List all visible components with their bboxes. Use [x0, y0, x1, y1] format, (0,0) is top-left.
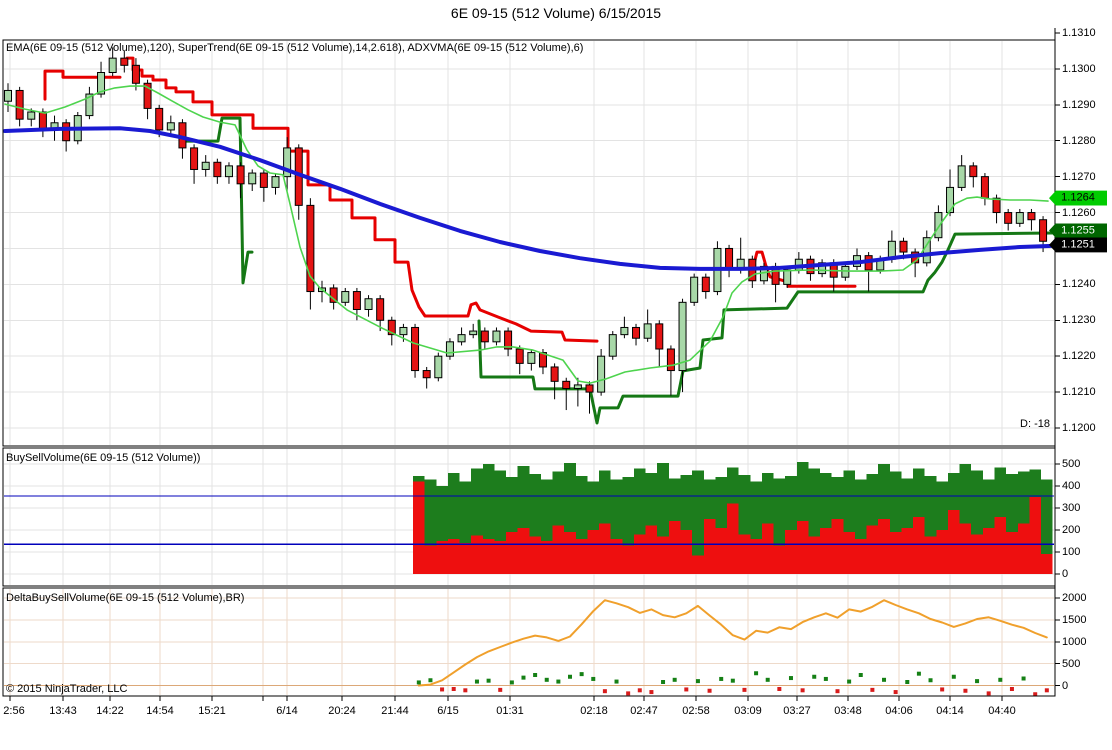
time-tick-label: 02:47: [630, 705, 658, 717]
time-tick-label: 13:43: [49, 705, 77, 717]
time-tick-label: 03:48: [834, 705, 862, 717]
main-indicator-label: EMA(6E 09-15 (512 Volume),120), SuperTre…: [6, 42, 584, 54]
price-marker-badge: 1.1255: [1049, 223, 1107, 238]
delta-tick-label: 500: [1062, 657, 1081, 670]
candlesticks: [4, 47, 1048, 414]
time-tick-label: 20:24: [328, 705, 356, 717]
time-tick-label: 02:18: [580, 705, 608, 717]
delta-tick-label: 0: [1062, 679, 1069, 692]
supertrend-distance-label: D: -18: [1020, 418, 1050, 430]
volume-tick-label: 400: [1062, 480, 1081, 492]
volume-tick-label: 100: [1062, 546, 1081, 558]
time-tick-label: 04:40: [988, 705, 1016, 717]
delta-tick-label: 1500: [1062, 613, 1087, 626]
volume-indicator-label: BuySellVolume(6E 09-15 (512 Volume)): [6, 452, 201, 464]
price-tick-label: 1.1310: [1062, 27, 1096, 39]
time-tick-label: 21:44: [381, 705, 409, 717]
price-tick-label: 1.1230: [1062, 314, 1096, 327]
copyright-label: © 2015 NinjaTrader, LLC: [6, 683, 128, 695]
time-tick-label: 15:21: [198, 705, 226, 717]
price-tick-label: 1.1210: [1062, 386, 1096, 399]
price-tick-label: 1.1260: [1062, 206, 1096, 219]
delta-tick-label: 2000: [1062, 592, 1087, 604]
time-tick-label: 14:54: [146, 705, 174, 717]
time-tick-label: 02:58: [682, 705, 710, 717]
price-tick-label: 1.1240: [1062, 278, 1096, 291]
buy-sell-volume-bars: [4, 461, 1054, 574]
volume-tick-label: 300: [1062, 502, 1081, 514]
volume-tick-label: 0: [1062, 568, 1069, 580]
time-tick-label: 04:14: [936, 705, 964, 717]
chart-title: 6E 09-15 (512 Volume) 6/15/2015: [450, 5, 662, 21]
volume-tick-label: 500: [1062, 458, 1081, 470]
price-tick-label: 1.1200: [1062, 422, 1096, 434]
delta-indicator-label: DeltaBuySellVolume(6E 09-15 (512 Volume)…: [6, 592, 245, 604]
volume-tick-label: 200: [1062, 524, 1081, 536]
price-marker-badge: 1.1264: [1049, 190, 1107, 206]
price-tick-label: 1.1280: [1062, 134, 1096, 147]
price-marker-badge: 1.1251: [1049, 237, 1107, 253]
time-tick-label: 01:31: [496, 705, 524, 717]
time-tick-label: 14:22: [96, 705, 124, 717]
time-tick-label: 03:09: [734, 705, 762, 717]
time-tick-label: 6/15: [437, 705, 459, 717]
time-tick-label: 2:56: [3, 705, 25, 717]
delta-buy-sell-volume: [416, 599, 1049, 697]
price-tick-label: 1.1270: [1062, 170, 1096, 183]
time-tick-label: 04:06: [885, 705, 913, 717]
delta-tick-label: 1000: [1062, 635, 1087, 648]
moving-average-lines: [3, 85, 1054, 384]
price-tick-label: 1.1300: [1062, 62, 1096, 75]
time-tick-label: 6/14: [276, 705, 298, 717]
time-tick-label: 03:27: [783, 705, 811, 717]
price-tick-label: 1.1290: [1062, 98, 1096, 111]
price-tick-label: 1.1220: [1062, 350, 1096, 363]
